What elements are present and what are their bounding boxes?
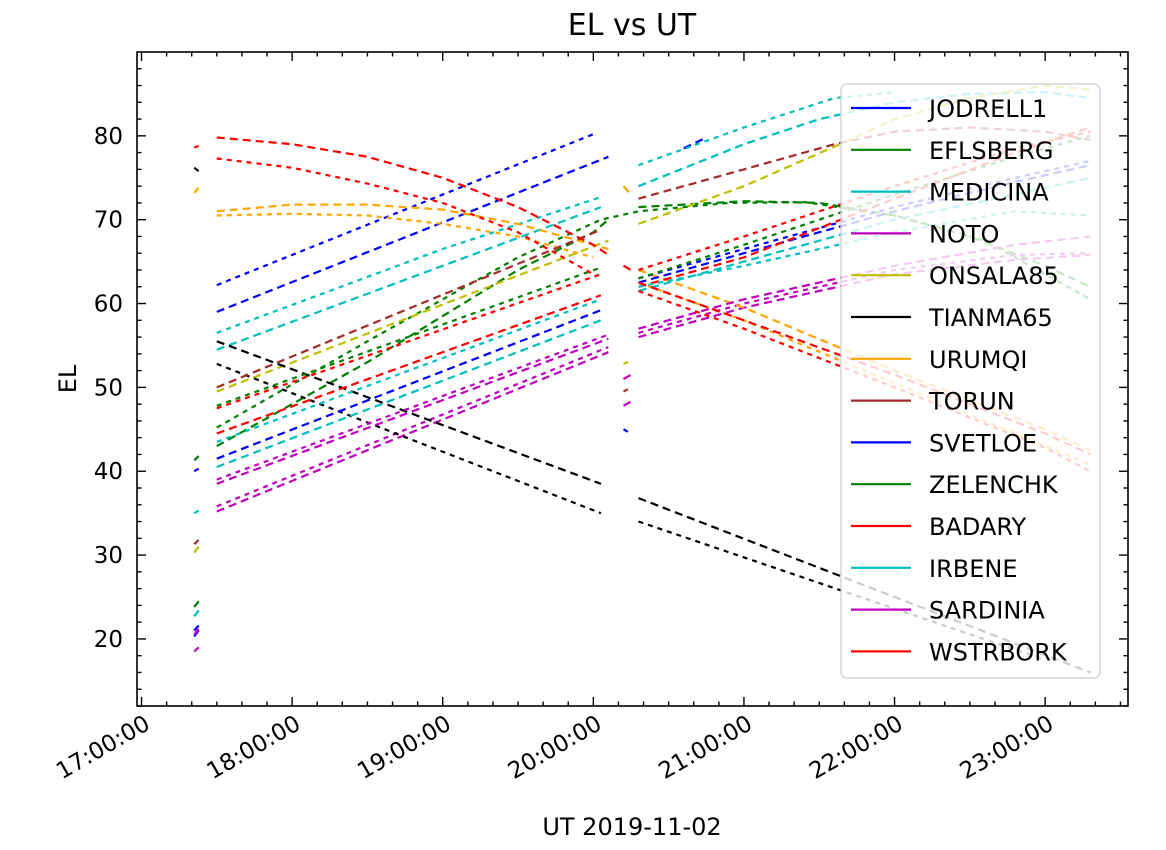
- x-tick-label: 20:00:00: [504, 711, 606, 785]
- series-line-jodrell1-1: [216, 155, 609, 313]
- series-line-noto-2: [216, 346, 609, 508]
- series-line-tianma65-2: [216, 362, 602, 515]
- series-line-jodrell1-3: [622, 428, 632, 435]
- series-line-sardinia-0: [193, 628, 200, 636]
- y-tick-label: 60: [94, 292, 123, 318]
- legend-label-eflsberg: EFLSBERG: [929, 137, 1053, 165]
- legend-label-svetloe: SVETLOE: [929, 429, 1037, 457]
- y-tick-label: 20: [94, 627, 123, 653]
- series-line-medicina-1: [193, 509, 200, 515]
- legend-label-jodrell1: JODRELL1: [927, 95, 1047, 123]
- x-tick-label: 22:00:00: [805, 711, 907, 785]
- legend-label-medicina: MEDICINA: [929, 179, 1049, 207]
- legend: JODRELL1 EFLSBERG MEDICINA NOTO ONSALA85 TIAN…: [840, 83, 1101, 679]
- x-tick-label: 18:00:00: [203, 711, 305, 785]
- series-line-badary-1: [216, 273, 602, 410]
- x-tick-label: 17:00:00: [52, 711, 154, 785]
- series-line-onsala85-2: [623, 359, 632, 365]
- x-tick-label: 23:00:00: [956, 711, 1058, 785]
- series-line-eflsberg-4: [216, 200, 1091, 429]
- legend-label-wstrbork: WSTRBORK: [929, 638, 1068, 666]
- series-line-medicina-2: [216, 206, 602, 351]
- series-line-irbene-0: [216, 319, 602, 469]
- series-line-sardinia-1: [216, 337, 609, 485]
- series-line-wstrbork-0: [193, 144, 200, 149]
- legend-label-noto: NOTO: [929, 220, 999, 248]
- series-line-tianma65-1: [216, 340, 602, 485]
- legend-label-zelenchk: ZELENCHK: [929, 471, 1059, 499]
- series-line-onsala85-0: [193, 546, 200, 554]
- y-tick-label: 30: [94, 543, 123, 569]
- series-line-noto-1: [216, 351, 609, 513]
- x-axis-label: UT 2019-11-02: [542, 813, 721, 841]
- chart-title: EL vs UT: [568, 8, 697, 43]
- series-line-sardinia-2: [216, 333, 609, 481]
- x-tick-label: 21:00:00: [654, 711, 756, 785]
- legend-label-onsala85: ONSALA85: [929, 262, 1059, 290]
- series-line-urumqi-2: [216, 212, 594, 259]
- series-line-sardinia-3: [622, 373, 632, 380]
- series-line-noto-3: [622, 400, 632, 407]
- series-line-torun-2: [622, 386, 632, 393]
- series-line-torun-0: [193, 539, 200, 546]
- legend-label-tianma65: TIANMA65: [928, 304, 1053, 332]
- series-line-eflsberg-1: [193, 455, 200, 462]
- series-line-eflsberg-0: [193, 600, 200, 608]
- series-line-badary-0: [216, 294, 602, 435]
- series-line-wstrbork-1: [216, 136, 610, 256]
- legend-label-irbene: IRBENE: [929, 555, 1018, 583]
- y-tick-label: 50: [94, 375, 123, 401]
- series-line-medicina-3: [216, 196, 602, 334]
- series-line-svetloe-2: [216, 309, 602, 460]
- legend-box: [840, 83, 1101, 679]
- series-line-badary-2: [638, 126, 1091, 288]
- legend-label-sardinia: SARDINIA: [929, 597, 1045, 625]
- y-axis-label: EL: [54, 364, 82, 393]
- series-line-wstrbork-3: [622, 264, 632, 271]
- plot-frame: [136, 51, 1129, 707]
- y-tick-label: 70: [94, 208, 123, 234]
- legend-label-torun: TORUN: [928, 388, 1015, 416]
- y-tick-label: 80: [94, 124, 123, 150]
- series-line-urumqi-3: [622, 185, 632, 196]
- legend-label-badary: BADARY: [929, 513, 1027, 541]
- series-line-onsala85-1: [216, 239, 609, 393]
- series-line-medicina-0: [193, 609, 200, 617]
- series-line-jodrell1-0: [193, 624, 200, 632]
- series-line-urumqi-0: [193, 187, 200, 194]
- series-line-zelenchk-0: [216, 266, 602, 407]
- series-line-noto-0: [193, 646, 200, 653]
- series-line-tianma65-0: [193, 166, 200, 172]
- x-tick-label: 19:00:00: [353, 711, 455, 785]
- series-line-irbene-1: [216, 298, 602, 443]
- y-tick-label: 40: [94, 459, 123, 485]
- legend-label-urumqi: URUMQI: [929, 346, 1027, 374]
- series-line-torun-1: [216, 228, 602, 389]
- series-line-wstrbork-2: [216, 157, 594, 276]
- series-line-svetloe-4: [638, 159, 1091, 280]
- series-line-svetloe-1: [193, 467, 200, 473]
- series-line-jodrell1-2: [216, 133, 594, 287]
